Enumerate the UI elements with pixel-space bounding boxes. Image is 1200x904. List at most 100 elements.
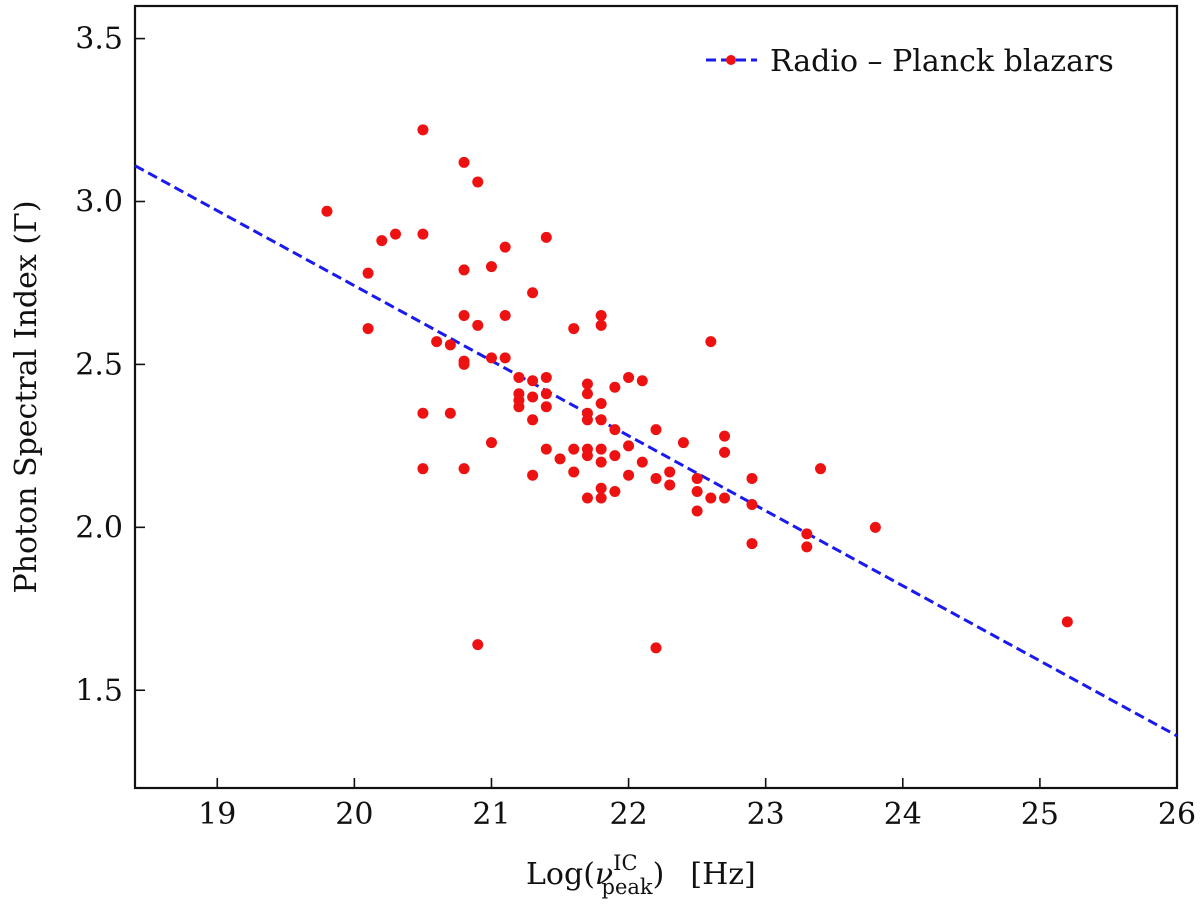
data-point	[609, 485, 621, 497]
data-point	[746, 499, 758, 511]
data-point	[568, 443, 580, 455]
data-point	[691, 505, 703, 517]
data-point	[417, 407, 429, 419]
data-point	[431, 336, 443, 348]
data-points	[321, 124, 1073, 654]
data-point	[362, 323, 374, 335]
data-point	[554, 453, 566, 465]
data-point	[595, 310, 607, 322]
data-point	[705, 336, 717, 348]
fit-line	[134, 164, 1178, 738]
data-point	[472, 639, 484, 651]
x-tick-label: 23	[747, 797, 785, 832]
y-tick-label: 3.0	[75, 185, 123, 220]
data-point	[417, 463, 429, 475]
data-point	[458, 310, 470, 322]
x-axis-title: Log(νIC peak) [Hz]	[526, 851, 756, 899]
data-point	[623, 371, 635, 383]
data-point	[719, 492, 731, 504]
y-axis-title: Photon Spectral Index (Γ)	[9, 200, 44, 593]
data-point	[417, 124, 429, 136]
y-tick-label: 2.5	[75, 347, 123, 382]
data-point	[499, 310, 511, 322]
data-point	[527, 391, 539, 403]
data-point	[595, 398, 607, 410]
data-point	[321, 205, 333, 217]
data-point	[581, 414, 593, 426]
data-point	[540, 231, 552, 243]
data-point	[527, 375, 539, 387]
data-point	[705, 492, 717, 504]
data-point	[609, 450, 621, 462]
data-point	[801, 528, 813, 540]
data-point	[540, 388, 552, 400]
data-point	[568, 323, 580, 335]
data-point	[650, 472, 662, 484]
data-point	[609, 381, 621, 393]
data-point	[444, 339, 456, 351]
x-tick-label: 20	[335, 797, 373, 832]
data-point	[513, 371, 525, 383]
data-point	[485, 261, 497, 273]
data-point	[472, 319, 484, 331]
data-point	[595, 443, 607, 455]
data-point	[691, 472, 703, 484]
data-point	[362, 267, 374, 279]
data-point	[458, 156, 470, 168]
x-tick-label: 22	[609, 797, 647, 832]
data-point	[458, 264, 470, 276]
data-point	[376, 235, 388, 247]
data-point	[458, 358, 470, 370]
data-point	[664, 479, 676, 491]
data-point	[691, 485, 703, 497]
data-point	[581, 378, 593, 390]
data-point	[719, 446, 731, 458]
data-point	[499, 352, 511, 364]
data-point	[513, 401, 525, 413]
data-point	[527, 469, 539, 481]
data-point	[650, 424, 662, 436]
data-point	[458, 463, 470, 475]
x-axis-title-subscript: peak	[602, 875, 653, 899]
x-axis-title-unit: [Hz]	[690, 857, 755, 892]
y-tick-label: 1.5	[75, 673, 123, 708]
data-point	[540, 371, 552, 383]
data-point	[595, 492, 607, 504]
data-point	[499, 241, 511, 253]
data-point	[815, 463, 827, 475]
y-tick-label: 3.5	[75, 22, 123, 57]
data-point	[527, 414, 539, 426]
x-tick-label: 24	[884, 797, 922, 832]
axis-ticks: 19 20 21 22 23 24 25 26 1.5 2.0 2.5 3.0 3.5	[75, 22, 1196, 832]
y-tick-label: 2.0	[75, 510, 123, 545]
data-point	[1061, 616, 1073, 628]
data-point	[390, 228, 401, 240]
x-axis-title-superscript: IC	[613, 851, 637, 875]
data-point	[719, 430, 731, 442]
data-point	[595, 482, 607, 494]
data-point	[609, 424, 621, 436]
data-point	[540, 401, 552, 413]
x-tick-label: 26	[1158, 797, 1196, 832]
legend-marker	[726, 55, 736, 65]
data-point	[869, 521, 881, 533]
data-point	[581, 388, 593, 400]
data-point	[444, 407, 456, 419]
x-tick-label: 21	[472, 797, 510, 832]
data-point	[636, 375, 648, 387]
x-axis-title-base: Log(	[526, 857, 595, 892]
data-point	[650, 642, 662, 654]
data-point	[581, 450, 593, 462]
x-tick-label: 19	[198, 797, 236, 832]
data-point	[595, 319, 607, 331]
data-point	[595, 456, 607, 468]
data-point	[485, 437, 497, 449]
data-point	[636, 456, 648, 468]
data-point	[595, 414, 607, 426]
x-tick-label: 25	[1021, 797, 1059, 832]
data-point	[417, 228, 429, 240]
data-point	[527, 287, 539, 299]
data-point	[664, 466, 676, 478]
data-point	[581, 492, 593, 504]
